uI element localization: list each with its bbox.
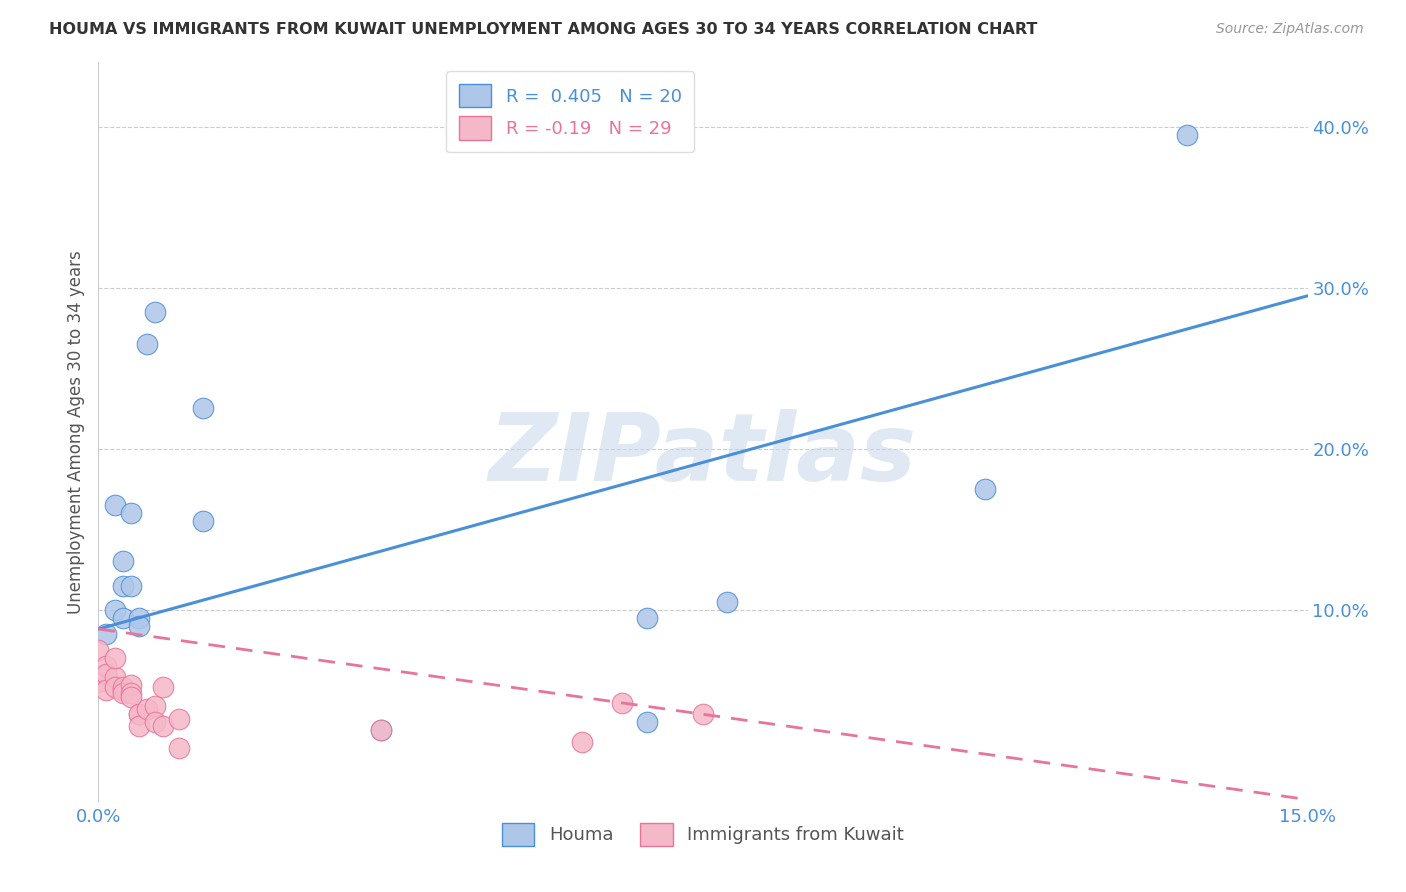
Point bbox=[193, 401, 215, 416]
Point bbox=[96, 667, 118, 681]
Point bbox=[128, 718, 150, 732]
Point bbox=[167, 741, 190, 756]
Point bbox=[96, 683, 118, 698]
Point bbox=[103, 670, 125, 684]
Point bbox=[87, 643, 110, 657]
Point bbox=[120, 506, 142, 520]
Point bbox=[103, 651, 125, 665]
Point bbox=[1175, 128, 1198, 142]
Point bbox=[103, 680, 125, 694]
Point bbox=[143, 305, 166, 319]
Point bbox=[111, 610, 134, 624]
Point bbox=[692, 707, 714, 722]
Text: Source: ZipAtlas.com: Source: ZipAtlas.com bbox=[1216, 22, 1364, 37]
Point bbox=[193, 514, 215, 528]
Point bbox=[96, 667, 118, 681]
Point bbox=[135, 702, 157, 716]
Point bbox=[103, 602, 125, 616]
Point bbox=[103, 498, 125, 512]
Point bbox=[87, 675, 110, 690]
Point bbox=[96, 627, 118, 641]
Point bbox=[135, 337, 157, 351]
Legend: Houma, Immigrants from Kuwait: Houma, Immigrants from Kuwait bbox=[491, 812, 915, 856]
Point bbox=[111, 686, 134, 700]
Point bbox=[152, 718, 174, 732]
Point bbox=[143, 715, 166, 730]
Point bbox=[128, 619, 150, 633]
Point bbox=[152, 680, 174, 694]
Point bbox=[128, 610, 150, 624]
Point bbox=[128, 707, 150, 722]
Point bbox=[111, 578, 134, 592]
Text: HOUMA VS IMMIGRANTS FROM KUWAIT UNEMPLOYMENT AMONG AGES 30 TO 34 YEARS CORRELATI: HOUMA VS IMMIGRANTS FROM KUWAIT UNEMPLOY… bbox=[49, 22, 1038, 37]
Point bbox=[143, 699, 166, 714]
Point bbox=[716, 594, 738, 608]
Point bbox=[128, 707, 150, 722]
Point bbox=[370, 723, 392, 738]
Point bbox=[636, 715, 658, 730]
Point bbox=[120, 678, 142, 692]
Point bbox=[974, 482, 997, 496]
Point bbox=[96, 659, 118, 673]
Point bbox=[120, 578, 142, 592]
Point bbox=[120, 686, 142, 700]
Point bbox=[120, 690, 142, 704]
Point bbox=[612, 696, 634, 710]
Point bbox=[111, 680, 134, 694]
Point bbox=[636, 610, 658, 624]
Point bbox=[571, 734, 593, 748]
Text: ZIPatlas: ZIPatlas bbox=[489, 409, 917, 500]
Point bbox=[167, 712, 190, 726]
Point bbox=[111, 554, 134, 568]
Point bbox=[370, 723, 392, 738]
Point bbox=[111, 683, 134, 698]
Y-axis label: Unemployment Among Ages 30 to 34 years: Unemployment Among Ages 30 to 34 years bbox=[66, 251, 84, 615]
